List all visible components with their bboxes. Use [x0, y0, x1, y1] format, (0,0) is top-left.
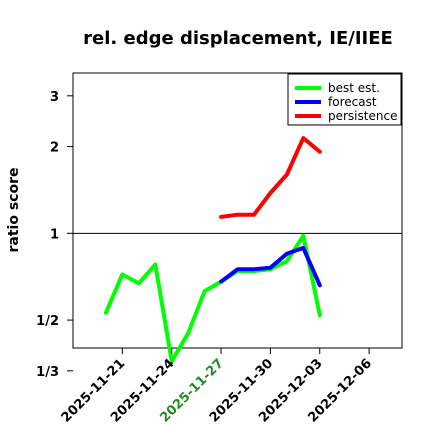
series-line-2 — [219, 136, 322, 219]
y-axis-label: ratio score — [6, 168, 22, 253]
legend-label-1: forecast — [328, 95, 377, 109]
chart-title: rel. edge displacement, IE/IIEE — [83, 28, 393, 49]
legend-label-2: persistence — [328, 109, 397, 123]
x-axis: 2025-11-212025-11-242025-11-272025-11-30… — [59, 348, 375, 426]
series-line-1 — [219, 245, 322, 288]
legend-label-0: best est. — [328, 81, 380, 95]
y-tick-label-3: 2 — [50, 141, 59, 156]
y-tick-label-0: 1/3 — [36, 365, 59, 380]
y-tick-label-1: 1/2 — [36, 314, 59, 329]
series-line-0 — [103, 233, 322, 364]
plot-frame — [72, 72, 403, 349]
series-layer — [103, 136, 322, 364]
y-tick-label-2: 1 — [50, 227, 59, 242]
y-axis: 1/3 1/2 1 2 3 — [36, 90, 73, 380]
y-tick-label-4: 3 — [50, 90, 59, 105]
